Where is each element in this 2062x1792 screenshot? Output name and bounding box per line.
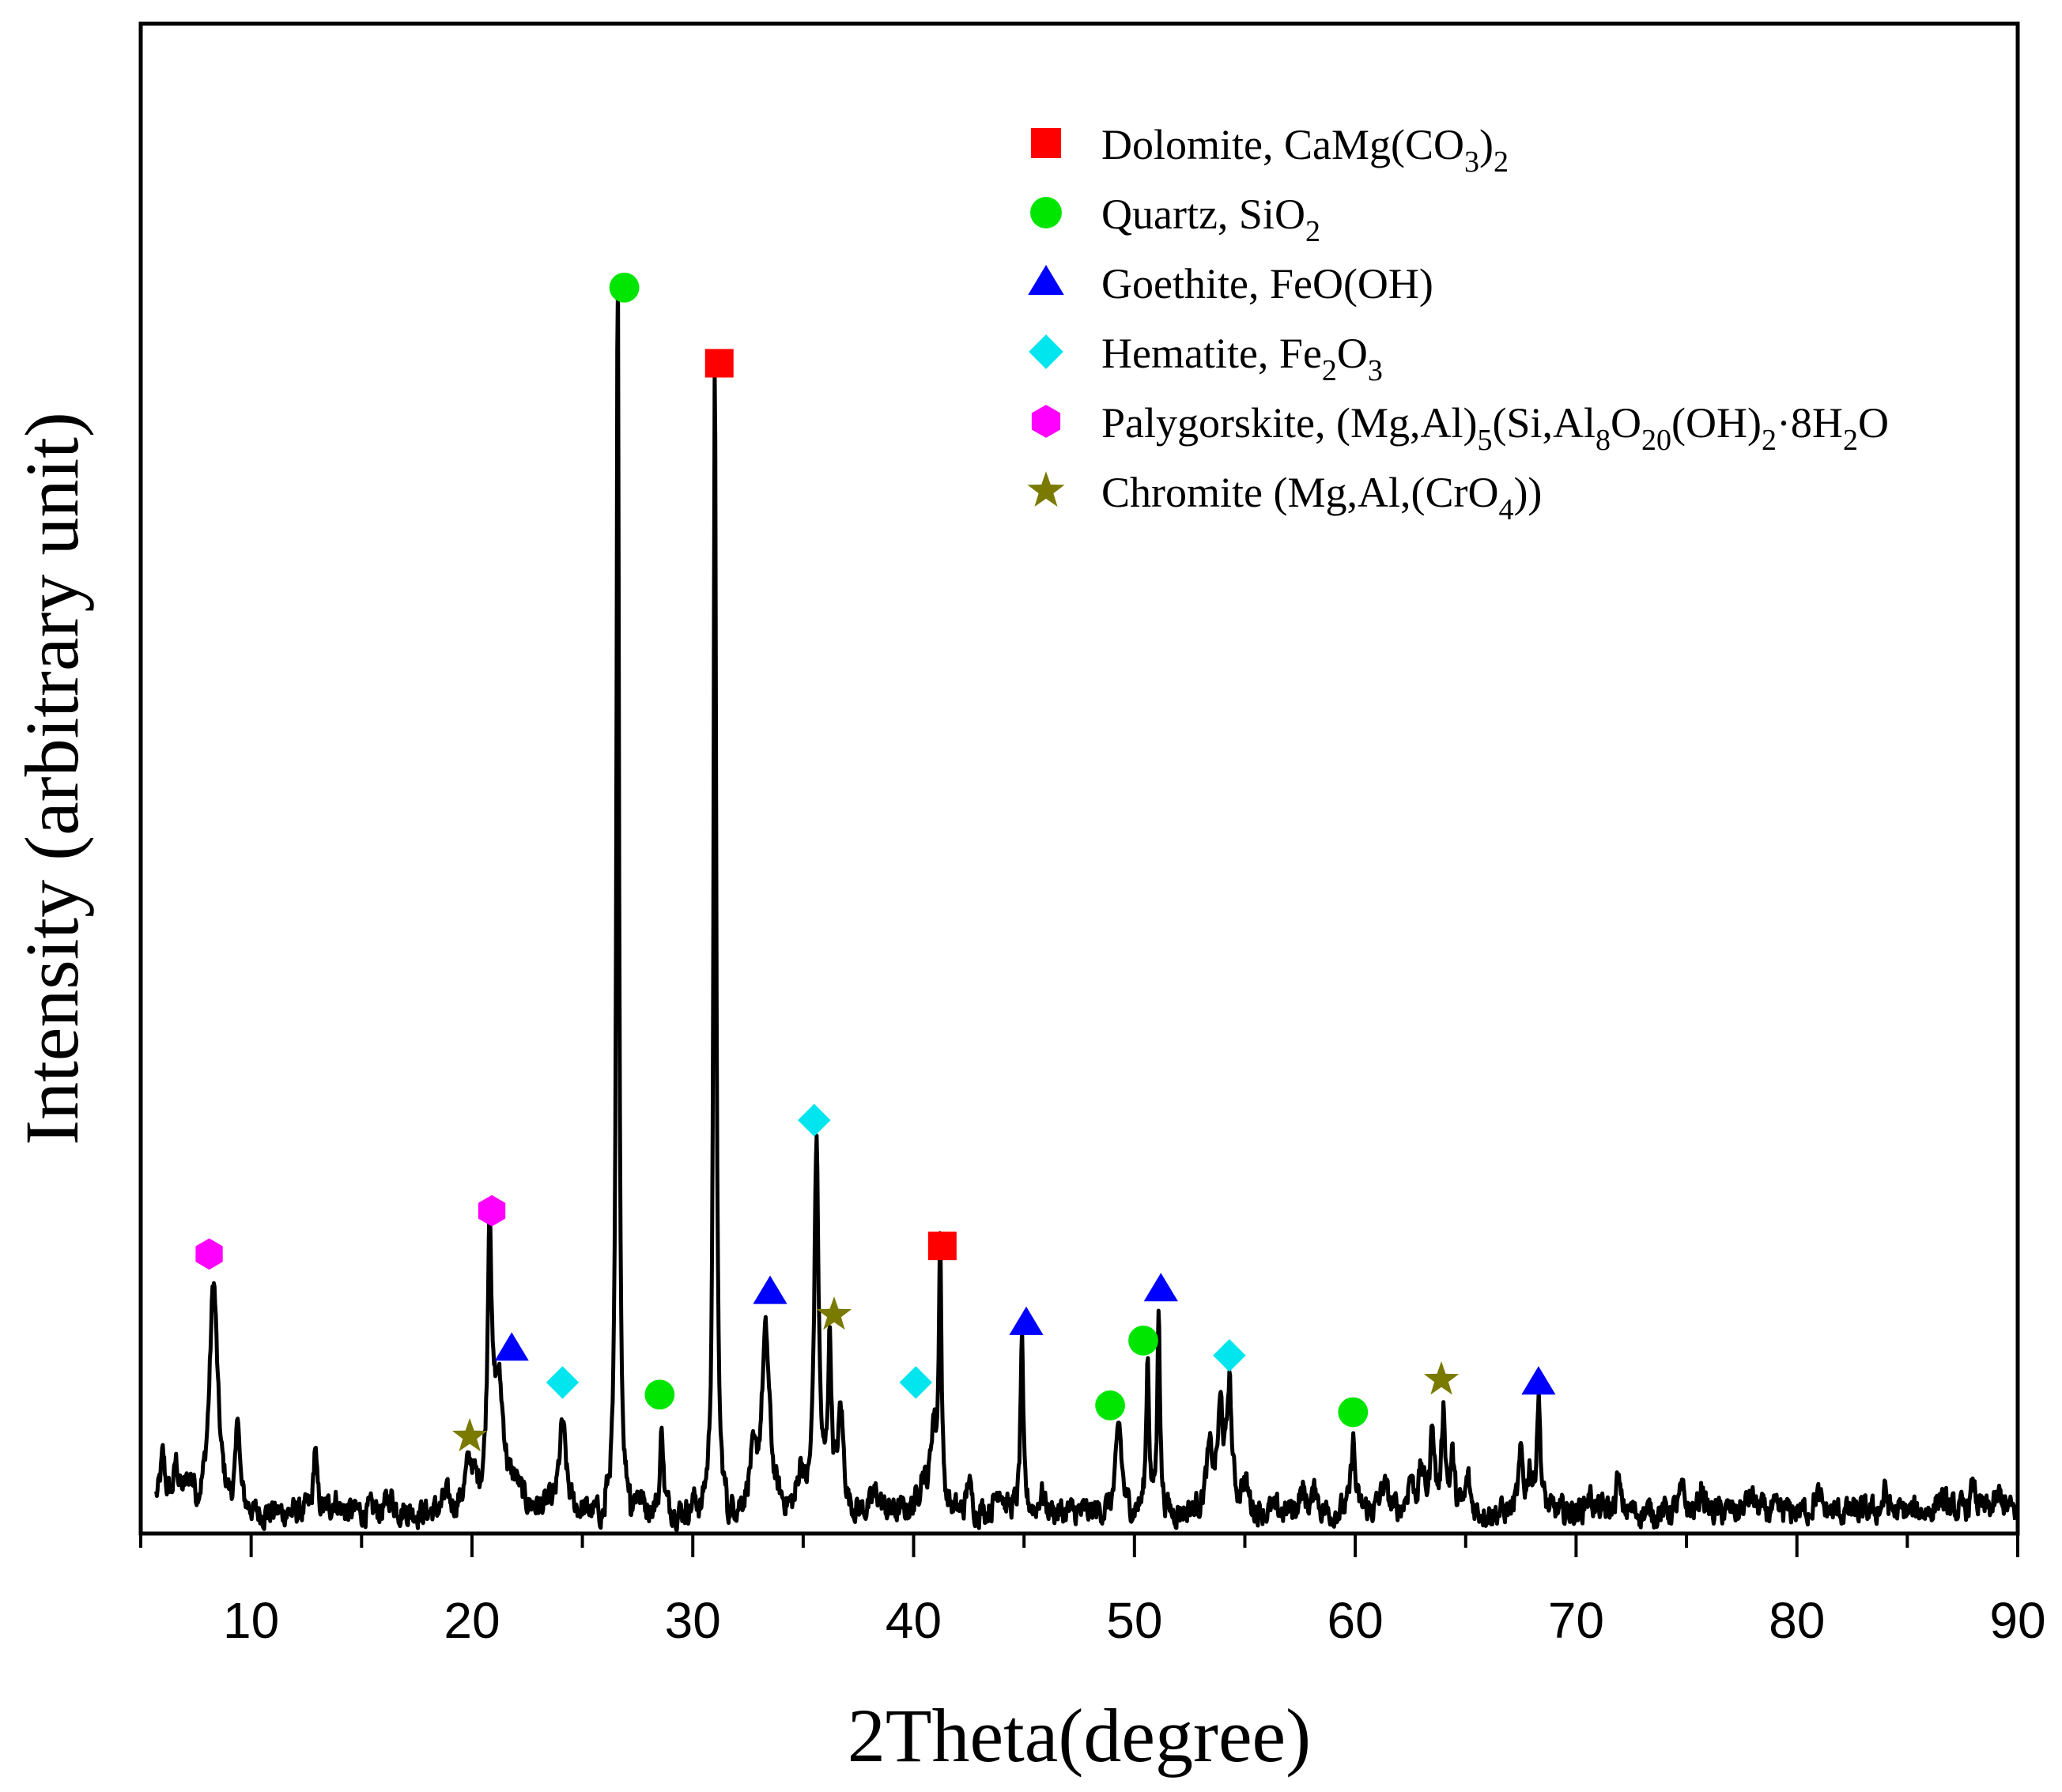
- palygorskite-legend-icon: [1031, 405, 1061, 438]
- x-tick-label: 10: [223, 1592, 279, 1649]
- x-axis-tick-labels: 10 20 30 40 50 60 70 80 90: [223, 1592, 2046, 1649]
- xrd-pattern-line: [154, 278, 2018, 1532]
- dolomite-legend-icon: [1031, 128, 1061, 158]
- legend-label-palygorskite: Palygorskite, (Mg,Al)5(Si,Al8O20(OH)2·8H…: [1101, 399, 1889, 457]
- goethite-marker: [1009, 1306, 1044, 1335]
- legend-item-palygorskite: Palygorskite, (Mg,Al)5(Si,Al8O20(OH)2·8H…: [1031, 399, 1889, 457]
- goethite-legend-icon: [1028, 265, 1064, 296]
- legend: Dolomite, CaMg(CO3)2 Quartz, SiO2 Goethite…: [1027, 121, 1889, 526]
- plot-frame: [138, 21, 2020, 1536]
- quartz-marker: [609, 272, 640, 303]
- x-tick-label: 40: [886, 1592, 942, 1649]
- goethite-marker: [1143, 1273, 1178, 1302]
- x-tick-label: 60: [1327, 1592, 1384, 1649]
- dolomite-marker: [704, 349, 734, 378]
- palygorskite-marker: [478, 1194, 506, 1227]
- x-tick-label: 70: [1548, 1592, 1604, 1649]
- hematite-marker: [798, 1103, 831, 1137]
- legend-label-chromite: Chromite (Mg,Al,(CrO4)): [1101, 469, 1542, 526]
- goethite-marker: [753, 1275, 787, 1304]
- chromite-marker: [451, 1417, 488, 1452]
- x-axis-title: 2Theta(degree): [848, 1693, 1311, 1778]
- chromite-legend-icon: [1027, 471, 1065, 507]
- quartz-legend-icon: [1030, 197, 1062, 228]
- legend-item-quartz: Quartz, SiO2: [1030, 191, 1320, 248]
- palygorskite-marker: [195, 1238, 223, 1270]
- phase-markers: [195, 272, 1556, 1452]
- hematite-marker: [1213, 1339, 1246, 1372]
- quartz-marker: [644, 1379, 675, 1410]
- legend-label-goethite: Goethite, FeO(OH): [1101, 260, 1433, 307]
- goethite-marker: [494, 1332, 529, 1361]
- hematite-legend-icon: [1029, 334, 1063, 369]
- hematite-marker: [546, 1366, 580, 1399]
- hematite-marker: [899, 1366, 932, 1399]
- y-axis-title: Intensity (arbitrary unit): [9, 412, 94, 1145]
- legend-item-dolomite: Dolomite, CaMg(CO3)2: [1031, 121, 1509, 179]
- legend-label-quartz: Quartz, SiO2: [1101, 191, 1320, 248]
- chromite-marker: [1423, 1361, 1460, 1395]
- legend-item-hematite: Hematite, Fe2O3: [1029, 330, 1383, 387]
- x-tick-label: 30: [665, 1592, 721, 1649]
- x-tick-label: 90: [1989, 1592, 2045, 1649]
- goethite-marker: [1521, 1366, 1556, 1395]
- chromite-marker: [816, 1296, 852, 1330]
- legend-item-chromite: Chromite (Mg,Al,(CrO4)): [1027, 469, 1542, 526]
- quartz-marker: [1338, 1397, 1369, 1428]
- quartz-marker: [1128, 1325, 1158, 1356]
- legend-item-goethite: Goethite, FeO(OH): [1028, 260, 1433, 307]
- x-tick-label: 20: [444, 1592, 500, 1649]
- x-tick-label: 80: [1769, 1592, 1825, 1649]
- legend-label-dolomite: Dolomite, CaMg(CO3)2: [1101, 121, 1509, 179]
- legend-label-hematite: Hematite, Fe2O3: [1101, 330, 1383, 387]
- dolomite-marker: [927, 1232, 957, 1261]
- x-axis-ticks: [139, 1534, 2019, 1557]
- x-tick-label: 50: [1106, 1592, 1162, 1649]
- quartz-marker: [1095, 1390, 1126, 1420]
